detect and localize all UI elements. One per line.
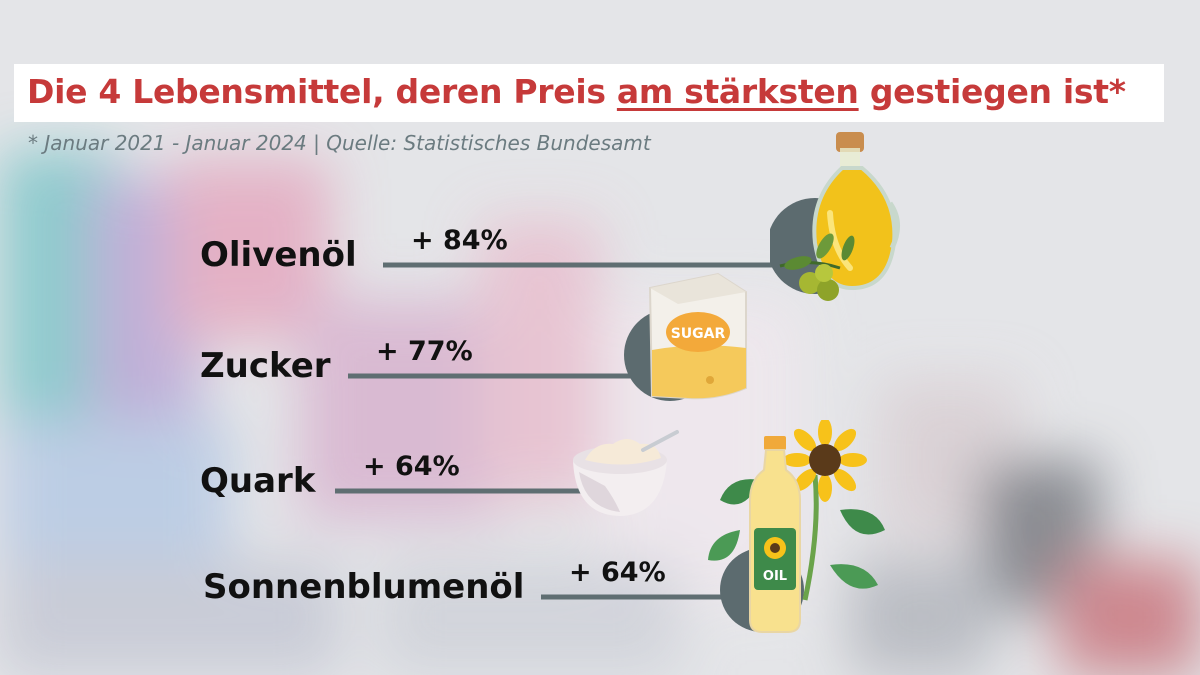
sunflower-oil-bottle-icon: OIL [708, 420, 885, 633]
category-label-3: Sonnenblumenöl [203, 567, 525, 607]
chart-subtitle: * Januar 2021 - Januar 2024 | Quelle: St… [28, 131, 651, 155]
category-label-0: Olivenöl [200, 235, 357, 275]
quark-bowl-icon [573, 430, 679, 516]
title-highlight: am stärksten [616, 72, 859, 111]
olive-oil-bottle-icon [770, 132, 900, 301]
category-label-1: Zucker [200, 346, 331, 386]
bar-0 [383, 262, 783, 268]
bar-1 [348, 373, 715, 379]
title-part-2: gestiegen ist* [858, 72, 1126, 111]
svg-text:OIL: OIL [763, 569, 787, 584]
title-background [14, 64, 1164, 122]
svg-text:SUGAR: SUGAR [671, 326, 726, 342]
value-label-1: + 77% [376, 336, 473, 367]
bar-3 [541, 594, 724, 600]
chart-title: Die 4 Lebensmittel, deren Preis am stärk… [27, 72, 1126, 111]
value-label-2: + 64% [363, 451, 460, 482]
value-label-3: + 64% [569, 557, 666, 588]
category-label-2: Quark [200, 461, 316, 501]
sugar-bag-icon: SUGAR [624, 272, 747, 401]
bar-2 [335, 488, 640, 494]
title-part-1: Die 4 Lebensmittel, deren Preis [27, 72, 617, 111]
value-label-0: + 84% [411, 225, 508, 256]
